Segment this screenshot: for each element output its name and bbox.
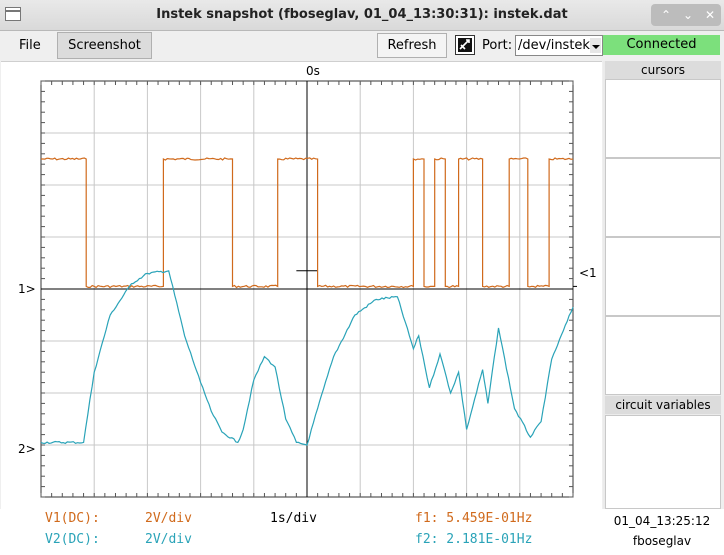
cursor-slot-2[interactable] xyxy=(605,158,721,237)
v1-label: V1(DC): xyxy=(45,511,100,526)
screenshot-button[interactable]: Screenshot xyxy=(57,32,152,59)
file-menu[interactable]: File xyxy=(19,38,41,53)
connect-toggle-icon[interactable] xyxy=(455,35,475,55)
snapshot-timestamp: 01_04_13:25:12 xyxy=(613,514,711,528)
window-controls xyxy=(651,4,721,26)
v2-scale: 2V/div xyxy=(145,532,192,547)
chevron-down-icon[interactable] xyxy=(590,38,601,53)
oscilloscope-plot: 0s 1> 2> <1 xyxy=(1,61,602,510)
cursor-slot-1[interactable] xyxy=(605,79,721,158)
circuit-variables-heading: circuit variables xyxy=(605,396,721,414)
timebase: 1s/div xyxy=(270,511,317,526)
maximize-icon[interactable]: ⌃ xyxy=(660,8,672,22)
channel-readout: V1(DC): 2V/div 1s/div f1: 5.459E-01Hz V2… xyxy=(0,509,724,555)
toolbar: File Screenshot Refresh Port: /dev/inste… xyxy=(0,31,724,60)
title-bar: Instek snapshot (fboseglav, 01_04_13:30:… xyxy=(0,0,724,31)
window-menu-icon[interactable] xyxy=(5,7,21,21)
v1-scale: 2V/div xyxy=(145,511,192,526)
cursor-slot-4[interactable] xyxy=(605,316,721,395)
trigger-time-label: 0s xyxy=(306,64,320,78)
trace-v1 xyxy=(41,157,574,289)
trigger-marker: <1 xyxy=(579,266,597,280)
ch2-marker: 2> xyxy=(18,442,36,456)
close-icon[interactable]: ✕ xyxy=(704,8,716,22)
f1-readout: f1: 5.459E-01Hz xyxy=(415,511,533,526)
cursor-slot-3[interactable] xyxy=(605,237,721,316)
port-label: Port: xyxy=(482,38,513,53)
circuit-variables-box[interactable] xyxy=(605,415,721,509)
port-value: /dev/instek xyxy=(518,38,590,53)
snapshot-user: fboseglav xyxy=(632,534,692,548)
trace-v2 xyxy=(40,270,574,446)
scope-svg: 0s 1> 2> <1 xyxy=(18,64,597,498)
f2-readout: f2: 2.181E-01Hz xyxy=(415,532,533,547)
window-title: Instek snapshot (fboseglav, 01_04_13:30:… xyxy=(156,7,568,22)
right-panel: cursors circuit variables xyxy=(603,61,721,509)
port-select[interactable]: /dev/instek xyxy=(515,35,603,56)
cursors-heading: cursors xyxy=(605,61,721,79)
v2-label: V2(DC): xyxy=(45,532,100,547)
scope-grid xyxy=(40,80,577,498)
connection-status: Connected xyxy=(603,35,720,55)
refresh-button[interactable]: Refresh xyxy=(377,33,447,58)
minimize-icon[interactable]: ⌄ xyxy=(682,8,694,22)
ch1-marker: 1> xyxy=(18,282,36,296)
